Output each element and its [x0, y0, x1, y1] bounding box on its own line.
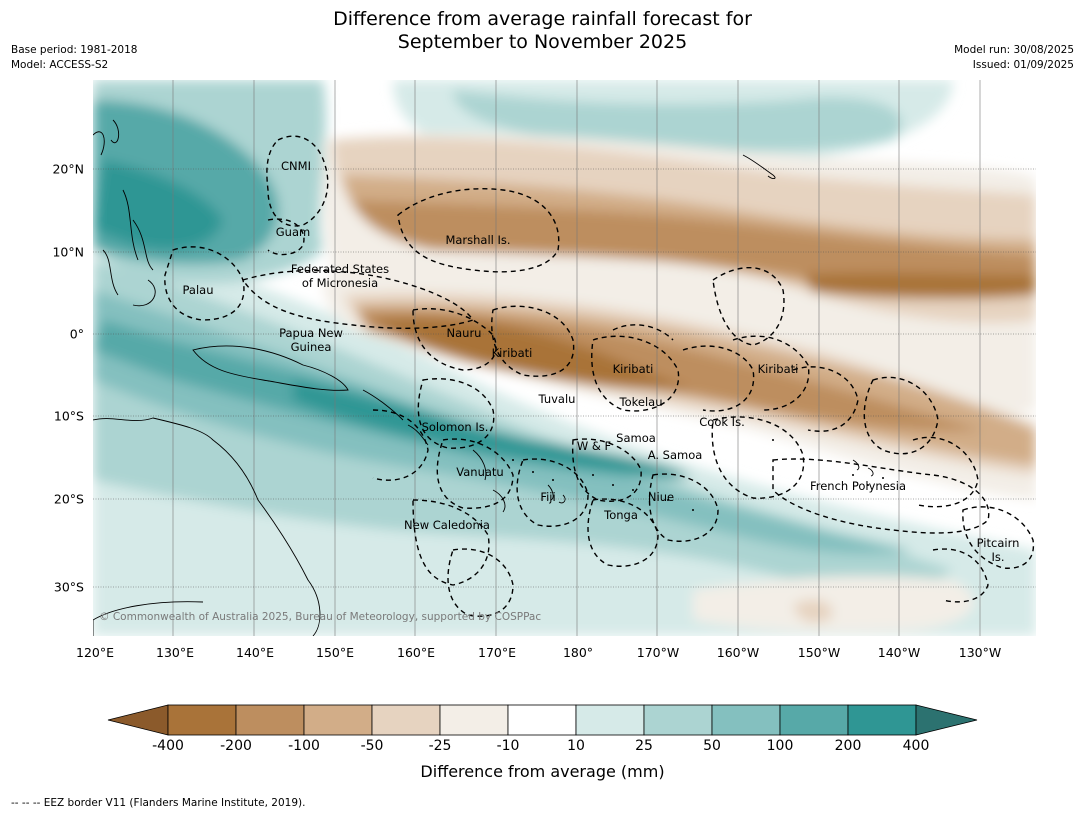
colorbar-extend-low [107, 704, 169, 736]
lon-label-140w: 140°W [877, 645, 921, 660]
lon-label-130e: 130°E [155, 645, 195, 660]
colorbar-title: Difference from average (mm) [420, 762, 665, 781]
eez-borders [164, 135, 1035, 617]
label-cnmi: CNMI [281, 159, 311, 173]
label-wallis-futuna: W & F [576, 439, 612, 453]
model-name: Model: ACCESS-S2 [11, 59, 109, 71]
label-fiji: Fiji [540, 490, 556, 504]
lon-label-170w: 170°W [636, 645, 680, 660]
label-fsm-line2: of Micronesia [301, 276, 379, 290]
label-new-caledonia: New Caledonia [404, 518, 490, 532]
colorbar-bin-2 [235, 704, 305, 736]
colorbar-tick-25: 25 [635, 738, 653, 754]
colorbar-bin-5 [439, 704, 509, 736]
label-kiribati-east: Kiribati [757, 362, 799, 376]
colorbar-bin-8 [643, 704, 713, 736]
label-pitcairn-line2: Is. [991, 550, 1005, 564]
label-marshall-islands: Marshall Is. [445, 233, 511, 247]
colorbar-bin-4 [371, 704, 441, 736]
label-pitcairn: Pitcairn Is. [977, 536, 1020, 564]
island-markers [512, 439, 884, 511]
colorbar-tick-minus50: -50 [360, 738, 384, 754]
lon-label-150w: 150°W [797, 645, 841, 660]
lon-label-150e: 150°E [315, 645, 355, 660]
copyright-notice: © Commonwealth of Australia 2025, Bureau… [99, 611, 542, 623]
colorbar-tick-100: 100 [766, 738, 794, 754]
lat-label-10s: 10°S [53, 408, 84, 424]
eez-footnote: -- -- -- EEZ border V11 (Flanders Marine… [11, 797, 306, 809]
colorbar-tick-minus10: -10 [496, 738, 520, 754]
label-kiribati-central: Kiribati [612, 362, 654, 376]
lat-label-0: 0° [69, 326, 84, 342]
colorbar-tick-200: 200 [834, 738, 862, 754]
lon-label-170e: 170°E [477, 645, 517, 660]
map-area: © Commonwealth of Australia 2025, Bureau… [93, 80, 1036, 636]
colorbar-tick-10: 10 [567, 738, 585, 754]
lon-label-180: 180° [562, 645, 594, 660]
label-niue: Niue [647, 490, 675, 504]
lon-label-120e: 120°E [75, 645, 115, 660]
lon-label-160w: 160°W [716, 645, 760, 660]
rainfall-map [93, 80, 1036, 636]
issued-date: Issued: 01/09/2025 [972, 59, 1074, 71]
label-png: Papua New Guinea [279, 326, 343, 354]
label-american-samoa: A. Samoa [647, 448, 703, 462]
colorbar-bin-7 [575, 704, 645, 736]
label-tonga: Tonga [604, 508, 638, 522]
label-vanuatu: Vanuatu [456, 465, 504, 479]
colorbar-bin-10 [779, 704, 849, 736]
label-solomon-islands: Solomon Is. [421, 420, 489, 434]
label-png-line1: Papua New [279, 326, 343, 340]
rainfall-anomaly-shading [93, 80, 1036, 636]
lat-label-20n: 20°N [52, 161, 84, 177]
label-fsm: Federated States of Micronesia [291, 262, 389, 290]
label-tuvalu: Tuvalu [538, 392, 576, 406]
label-pitcairn-line1: Pitcairn [976, 536, 1020, 550]
label-palau: Palau [182, 283, 214, 297]
label-tokelau: Tokelau [619, 395, 663, 409]
lat-label-20s: 20°S [53, 491, 84, 507]
colorbar-extend-high [915, 704, 978, 736]
base-period: Base period: 1981-2018 [11, 44, 138, 56]
label-kiribati-west: Kiribati [491, 346, 533, 360]
model-run: Model run: 30/08/2025 [954, 44, 1074, 56]
colorbar-tick-minus100: -100 [288, 738, 320, 754]
meta-left: Base period: 1981-2018 Model: ACCESS-S2 [11, 43, 137, 73]
lat-label-30s: 30°S [53, 579, 84, 595]
lon-label-130w: 130°W [958, 645, 1002, 660]
colorbar [107, 704, 978, 736]
colorbar-bin-3 [303, 704, 373, 736]
label-french-polynesia: French Polynesia [809, 479, 907, 493]
colorbar-bin-11 [847, 704, 917, 736]
graticule [172, 80, 981, 636]
colorbar-tick-400: 400 [902, 738, 930, 754]
colorbar-bin-1 [167, 704, 237, 736]
title-line-2: September to November 2025 [397, 31, 688, 53]
colorbar-bin-6 [507, 704, 577, 736]
colorbar-tick-50: 50 [703, 738, 721, 754]
colorbar-tick-minus200: -200 [220, 738, 252, 754]
colorbar-bin-9 [711, 704, 781, 736]
label-cook-islands: Cook Is. [699, 415, 745, 429]
label-fsm-line1: Federated States [290, 262, 390, 276]
label-nauru: Nauru [446, 326, 482, 340]
label-guam: Guam [275, 225, 311, 239]
lon-label-140e: 140°E [235, 645, 275, 660]
lon-label-160e: 160°E [396, 645, 436, 660]
latitude-lines [93, 168, 1036, 588]
label-png-line2: Guinea [290, 340, 332, 354]
chart-title: Difference from average rainfall forecas… [0, 8, 1085, 54]
title-line-1: Difference from average rainfall forecas… [333, 8, 752, 30]
lat-label-10n: 10°N [52, 244, 84, 260]
label-samoa: Samoa [616, 431, 656, 445]
meta-right: Model run: 30/08/2025 Issued: 01/09/2025 [954, 43, 1074, 73]
colorbar-tick-minus400: -400 [152, 738, 184, 754]
colorbar-tick-minus25: -25 [428, 738, 452, 754]
